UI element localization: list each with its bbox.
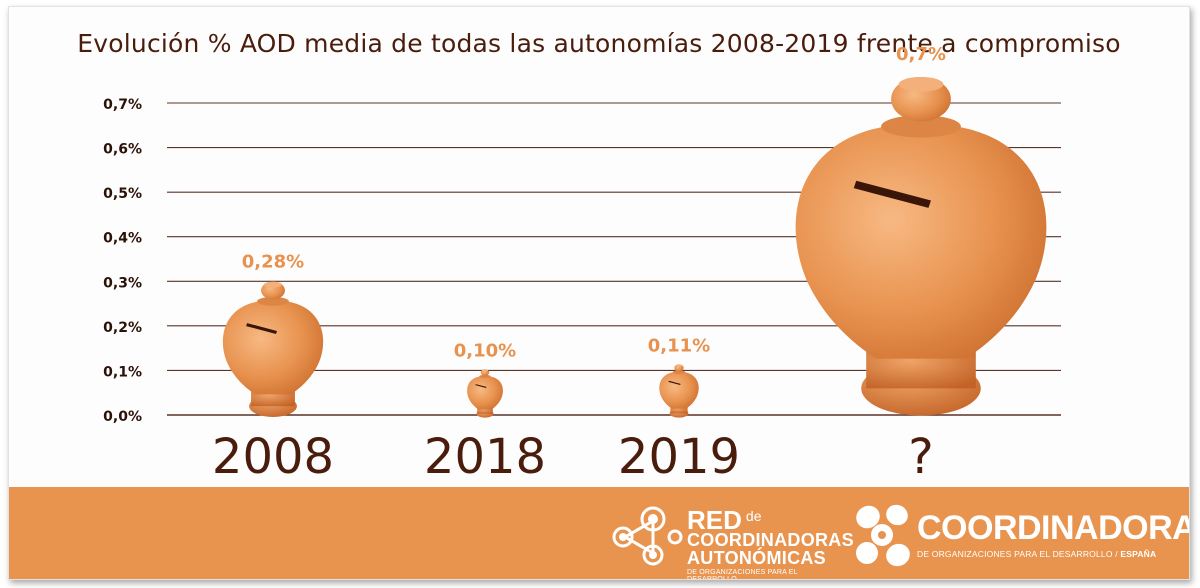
y-tick-label: 0,2% [103,320,142,336]
jar-mark [222,281,324,418]
jar-mark [467,369,503,418]
red-logo-de: de [745,508,762,524]
coordinadora-country: ESPAÑA [1120,549,1157,559]
y-tick-label: 0,0% [103,409,142,425]
footer-banner: RED de COORDINADORAS AUTONÓMICAS DE ORGAN… [9,487,1189,579]
category-label: 2019 [618,429,740,485]
infographic-card: Evolución % AOD media de todas las auton… [8,6,1190,580]
red-logo-line1: COORDINADORAS [687,530,854,550]
y-tick-label: 0,1% [103,364,142,380]
jar-mark [659,364,699,418]
network-nodes-icon [612,506,683,566]
category-label: 2018 [424,429,546,485]
y-tick-label: 0,6% [103,142,142,158]
y-tick-label: 0,3% [103,275,142,291]
chart-title: Evolución % AOD media de todas las auton… [77,29,1121,58]
coordinadora-subtitle: DE ORGANIZACIONES PARA EL DESARROLLO / [917,549,1121,559]
red-coordinadoras-logo: RED de COORDINADORAS AUTONÓMICAS DE ORGAN… [609,499,854,579]
jar-mark [795,76,1047,416]
y-tick-label: 0,5% [103,186,142,202]
jar-chart: 0,0% 0,1% 0,2% 0,3% 0,4% 0,5% 0,6% 0,7% 0,28% 20… [103,44,1061,485]
y-tick-label: 0,4% [103,231,142,247]
value-label: 0,7% [896,44,946,65]
category-label: ? [908,429,933,485]
coordinadora-logo: COORDINADORA DE ORGANIZACIONES PARA EL D… [849,497,1189,575]
value-label: 0,28% [242,252,304,273]
category-label: 2008 [212,429,334,485]
red-logo-subtitle: DE ORGANIZACIONES PARA EL DESARROLLO [687,569,798,580]
y-tick-label: 0,7% [103,97,142,113]
coordinadora-word: COORDINADORA [917,509,1190,547]
red-logo-line2: AUTONÓMICAS [687,548,826,568]
coordinadora-x-icon [856,504,910,567]
value-label: 0,11% [648,336,710,357]
red-logo-word: RED [687,505,742,535]
value-label: 0,10% [454,341,516,362]
